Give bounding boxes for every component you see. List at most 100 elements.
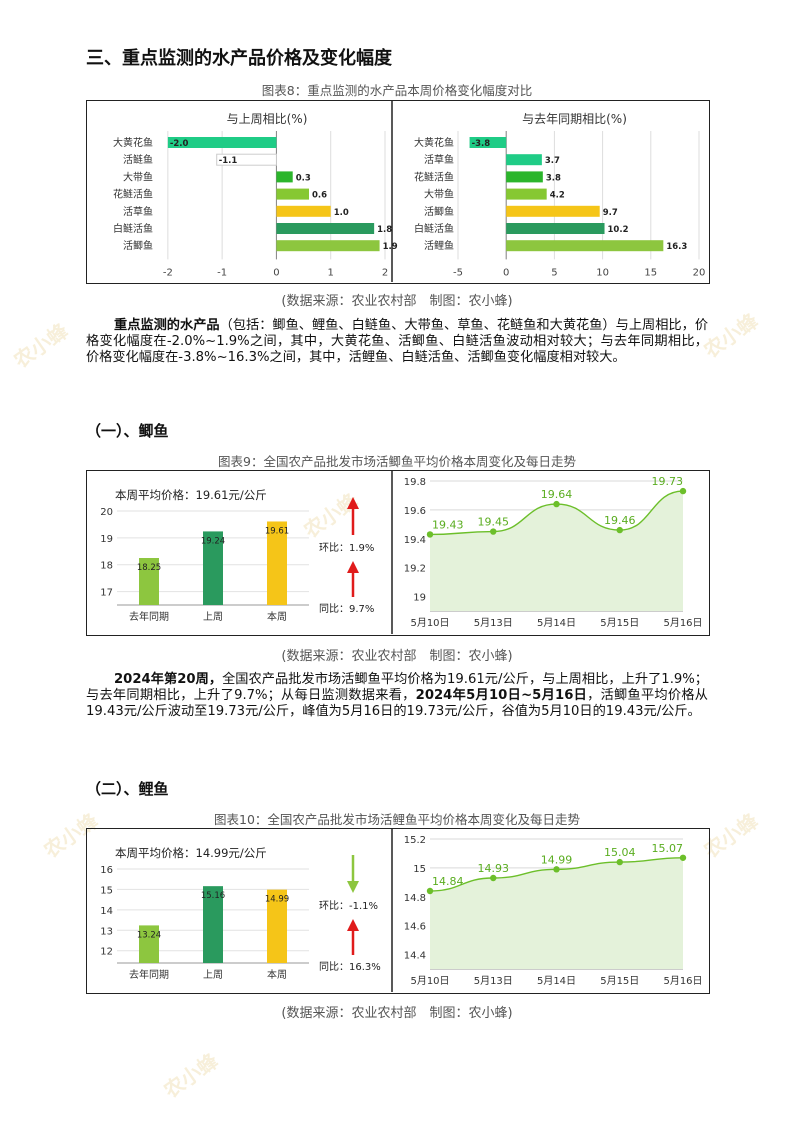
fig9-bar-tick-label: 17	[100, 588, 113, 599]
fig10-bar	[203, 886, 223, 963]
fig8-left-category-label: 活鲢鱼	[123, 153, 153, 166]
figure8-chart: 与上周相比(%) -2 -1 0 1 2 大黄花鱼 -2.0 活鲢鱼 -1.1 大带鱼 0.3 花鲢活鱼…	[113, 101, 706, 282]
fig10-bar-tick-label: 15	[100, 885, 113, 896]
fig10-line-tick-label: 15	[413, 864, 426, 875]
fig10-bar-tick-label: 13	[100, 926, 113, 937]
fig8-right-category-label: 大黄花鱼	[414, 136, 454, 149]
fig8-right-category-label: 大带鱼	[424, 188, 454, 201]
fig10-line-tick-label: 14.4	[404, 951, 426, 962]
figure8-source: (数据来源：农业农村部 制图：农小蜂)	[281, 294, 513, 309]
fig8-right-tick-label: 20	[693, 267, 706, 278]
fig10-line-x-label: 5月13日	[474, 975, 513, 987]
fig8-right-bar	[506, 205, 600, 217]
figure9-caption: 图表9：全国农产品批发市场活鲫鱼平均价格本周变化及每日走势	[218, 454, 576, 469]
fig10-bar-category-label: 本周	[267, 968, 287, 981]
fig8-right-bar	[506, 188, 547, 200]
fig10-bar-tick-label: 14	[100, 906, 113, 917]
fig8-right-category-label: 活草鱼	[424, 153, 454, 166]
fig10-bar	[267, 889, 287, 963]
fig8-right-category-label: 白鲢活鱼	[414, 222, 454, 235]
fig8-right-tick-label: 15	[644, 267, 657, 278]
fig8-left-category-label: 花鲢活鱼	[113, 188, 153, 201]
fig8-right-value-label: 4.2	[550, 191, 565, 201]
fig9-bar-tick-label: 19	[100, 534, 113, 545]
fig10-line-tick-label: 14.6	[404, 922, 426, 933]
sub1-text2: ，活鲫鱼平均价格从19.43元/公斤波动至19.73元/公斤，峰值为5月16日的…	[86, 688, 708, 719]
fig9-hb-label: 环比：1.9%	[319, 542, 374, 554]
fig9-bar-tick-label: 18	[100, 561, 113, 572]
fig8-right-value-label: 9.7	[603, 208, 618, 218]
fig10-bar-value-label: 15.16	[201, 891, 225, 901]
fig10-line-point	[426, 887, 434, 895]
fig10-tb-label: 同比：16.3%	[319, 961, 381, 973]
fig8-right-tick-label: 0	[503, 267, 509, 278]
figure8-frame: 与上周相比(%) -2 -1 0 1 2 大黄花鱼 -2.0 活鲢鱼 -1.1 大带鱼 0.3 花鲢活鱼…	[86, 100, 710, 284]
fig8-left-value-label: -2.0	[170, 139, 189, 149]
fig8-right-bar	[506, 223, 605, 234]
fig8-left-category-label: 活鲫鱼	[123, 239, 153, 252]
fig9-line-tick-label: 19.6	[404, 506, 426, 517]
fig8-right-value-label: 3.7	[545, 156, 560, 166]
fig9-bar-category-label: 上周	[203, 611, 223, 623]
section-title: 三、重点监测的水产品价格及变化幅度	[86, 48, 392, 69]
fig10-line-value-label: 14.99	[541, 853, 573, 866]
sub1-title: （一）、鲫鱼	[86, 422, 169, 440]
fig10-line-value-label: 15.04	[604, 846, 636, 859]
fig8-left-tick-label: 2	[382, 267, 388, 278]
fig8-left-value-label: 1.0	[334, 208, 349, 218]
fig9-bar-category-label: 本周	[267, 610, 287, 623]
fig8-left-bar	[276, 171, 293, 183]
fig9-line-point	[616, 526, 623, 534]
fig8-right-value-label: -3.8	[472, 139, 491, 149]
fig8-left-bar	[216, 153, 277, 166]
sub1-text1: 全国农产品批发市场活鲫鱼平均价格为19.61元/公斤，与上周相比，上升了1.9%…	[86, 672, 708, 703]
fig9-bar	[139, 558, 159, 605]
fig8-left-value-label: -1.1	[219, 156, 238, 166]
fig9-line-value-label: 19.45	[478, 516, 510, 529]
fig9-line-x-label: 5月14日	[537, 617, 576, 629]
fig8-left-bar	[167, 137, 277, 148]
fig10-hb-arrow-head	[347, 881, 359, 893]
fig10-tb-arrow-head	[347, 919, 359, 931]
summary-bold: 重点监测的水产品	[114, 318, 220, 333]
fig8-left-value-label: 0.3	[296, 173, 311, 183]
fig8-left-category-label: 活草鱼	[123, 205, 153, 218]
fig10-line-x-label: 5月10日	[410, 975, 449, 987]
fig8-left-tick-label: -2	[163, 267, 173, 278]
fig9-line-tick-label: 19.4	[404, 535, 426, 546]
fig9-bar-value-label: 19.24	[201, 536, 225, 546]
figure9-frame: 本周平均价格：19.61元/公斤 17 18 19 20 18.25 去年同期 19.24 上周…	[86, 470, 710, 636]
fig10-line-value-label: 15.07	[652, 842, 684, 855]
fig10-line-point	[553, 866, 560, 873]
fig9-line-value-label: 19.73	[652, 475, 684, 488]
fig10-line-x-label: 5月15日	[600, 975, 639, 987]
fig9-line-value-label: 19.43	[432, 518, 464, 531]
fig10-bar-value-label: 14.99	[265, 895, 289, 905]
fig8-right-tick-label: 5	[551, 267, 557, 278]
figure8-caption: 图表8：重点监测的水产品本周价格变化幅度对比	[261, 83, 533, 98]
fig8-right-category-label: 花鲢活鱼	[414, 170, 454, 183]
figure10-frame: 本周平均价格：14.99元/公斤 12 13 14 15 16 13.24 去年同期 15.16…	[86, 828, 710, 994]
fig9-line-point	[679, 487, 687, 495]
summary-text: （包括：鲫鱼、鲤鱼、白鲢鱼、大带鱼、草鱼、花鲢鱼和大黄花鱼）与上周相比，价格变化…	[86, 318, 709, 365]
fig8-left-tick-label: -1	[217, 267, 227, 278]
fig8-right-value-label: 10.2	[608, 225, 629, 235]
fig9-hb-arrow-head	[347, 497, 359, 509]
fig9-avg-label: 本周平均价格：19.61元/公斤	[115, 488, 267, 502]
fig8-left-tick-label: 1	[328, 267, 334, 278]
fig10-line-point	[490, 874, 497, 882]
fig9-line-area	[430, 491, 683, 611]
fig9-line-tick-label: 19	[413, 593, 426, 604]
summary-paragraph: 重点监测的水产品（包括：鲫鱼、鲤鱼、白鲢鱼、大带鱼、草鱼、花鲢鱼和大黄花鱼）与上…	[86, 318, 708, 366]
fig9-bar-tick-label: 20	[100, 507, 113, 518]
fig9-tb-label: 同比：9.7%	[319, 603, 374, 615]
fig10-line-x-label: 5月16日	[663, 975, 702, 987]
fig8-left-bar	[276, 205, 331, 217]
fig8-left-tick-label: 0	[273, 267, 279, 278]
fig10-line-tick-label: 15.2	[404, 835, 426, 846]
figure10-source: (数据来源：农业农村部 制图：农小蜂)	[281, 1006, 513, 1021]
fig8-right-value-label: 16.3	[666, 242, 687, 252]
fig8-left-value-label: 0.6	[312, 191, 327, 201]
fig9-bar	[267, 521, 287, 605]
fig10-bar-value-label: 13.24	[137, 930, 161, 940]
